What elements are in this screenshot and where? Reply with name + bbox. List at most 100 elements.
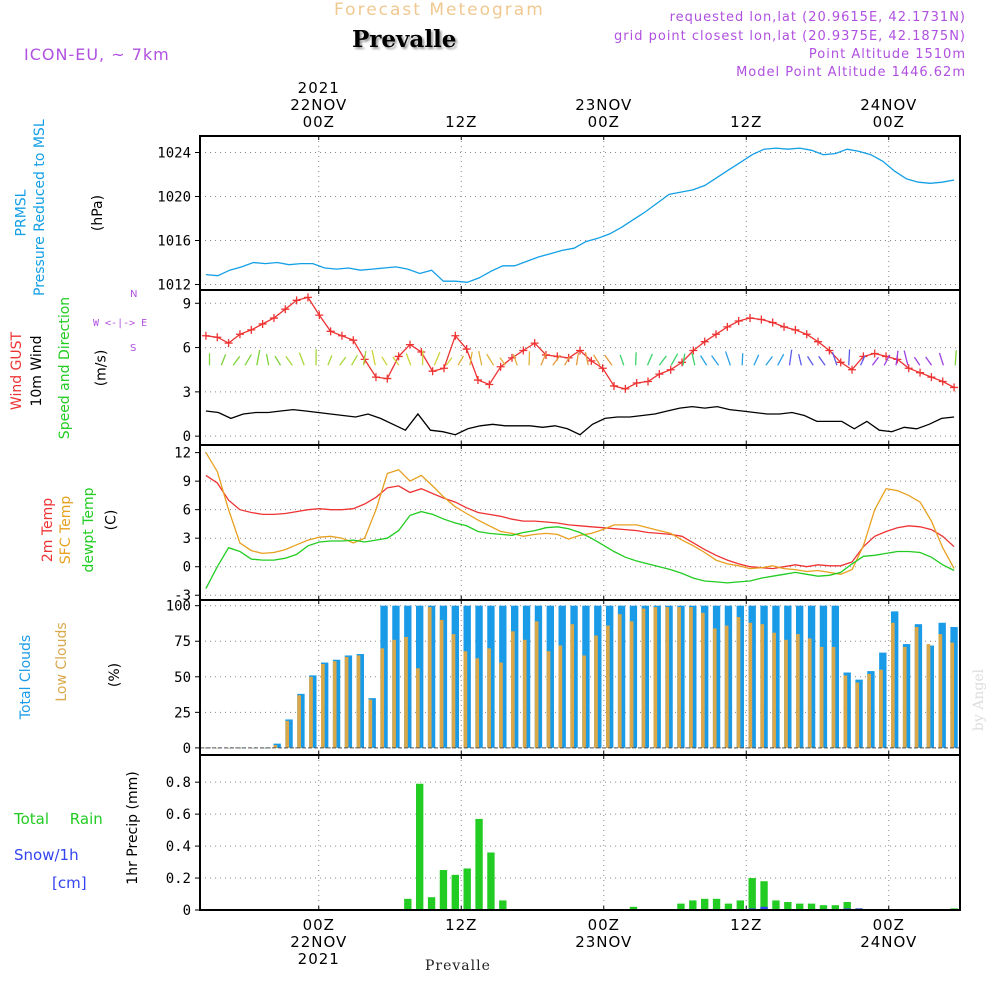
ytick-label: 9 (183, 474, 191, 490)
low-cloud-bar (427, 607, 432, 748)
compass-south: S (130, 343, 137, 354)
gust-marker (405, 340, 414, 349)
gust-marker (780, 322, 789, 331)
ytick-label: 1012 (157, 278, 191, 294)
low-cloud-bar (914, 627, 919, 748)
sfc-temp-line (205, 452, 955, 575)
gust-marker (576, 346, 584, 355)
rain-bar (843, 902, 851, 910)
wind-direction-arrow (371, 350, 376, 366)
wind-direction-arrow (859, 355, 866, 366)
total-rain-label: Total Rain (14, 810, 103, 828)
low-cloud-bar (451, 634, 456, 748)
model-point-altitude: Model Point Altitude 1446.62m (736, 65, 966, 80)
low-cloud-bar (356, 655, 361, 748)
gust-marker (598, 364, 607, 373)
wind-direction-arrow (552, 354, 561, 366)
low-cloud-bar (902, 646, 907, 748)
rain-bar (475, 818, 483, 910)
ytick-label: 12 (174, 446, 191, 462)
gust-marker (530, 339, 539, 348)
low-cloud-bar (772, 632, 776, 748)
low-cloud-bar (867, 673, 871, 748)
bottom-time-label: 2021 (298, 950, 340, 968)
low-cloud-bar (392, 639, 396, 748)
low-cloud-bar (594, 635, 598, 748)
snow-label: Snow/1h (14, 846, 79, 864)
rain-bar (416, 783, 424, 910)
top-time-label: 12Z (730, 113, 762, 131)
gust-marker (428, 367, 437, 376)
ytick-label: 0 (183, 741, 191, 757)
rain-bar (689, 900, 697, 910)
rain-bar (724, 903, 733, 910)
ytick-label: 0.2 (166, 871, 191, 887)
gust-marker (462, 345, 471, 354)
wind-direction-arrow (392, 356, 400, 366)
gust-marker (587, 356, 596, 365)
wind-direction-arrow (954, 350, 957, 366)
ytick-label: 50 (174, 670, 191, 686)
wind-direction-arrow (381, 356, 388, 366)
rain-bar (629, 906, 638, 910)
wind-direction-arrow (405, 353, 412, 366)
rain-bar (451, 874, 459, 910)
gust-marker (303, 293, 312, 302)
ytick-label: 3 (183, 385, 191, 401)
prmsl-line (205, 147, 955, 283)
rain-bar (439, 870, 448, 910)
wind-direction-arrow (711, 355, 720, 366)
rain-bar (736, 900, 744, 910)
gust-marker (802, 330, 811, 339)
wind-direction-arrow (220, 354, 227, 366)
wind-direction-arrow (350, 354, 358, 366)
ytick-label: 6 (183, 341, 191, 357)
wind-direction-arrow (848, 349, 851, 366)
wind-direction-arrow (327, 355, 333, 366)
ytick-label: 100 (166, 599, 191, 615)
low-cloud-bar (297, 695, 301, 748)
gust-marker (927, 373, 936, 382)
gust-marker (621, 384, 630, 393)
low-cloud-bar (938, 634, 943, 748)
snow-unit-label: [cm] (52, 874, 87, 892)
low-cloud-bar (475, 658, 480, 748)
gust-marker (235, 330, 244, 339)
low-cloud-bar (629, 621, 634, 748)
top-time-label: 23NOV (575, 96, 632, 114)
gust-marker (632, 379, 641, 387)
gust-marker (224, 339, 233, 348)
rain-bar (772, 900, 780, 910)
gust-marker (768, 318, 777, 327)
gust-marker (723, 322, 732, 331)
wind-direction-arrow (798, 354, 802, 366)
rain-bar (712, 898, 721, 910)
wind-direction-arrow (658, 355, 667, 366)
10m-wind-line (205, 405, 955, 436)
wind-direction-arrow (433, 351, 441, 366)
low-cloud-bar (807, 638, 812, 748)
gust-marker (712, 330, 721, 339)
wind-direction-arrow (777, 353, 785, 366)
low-cloud-bar (641, 608, 646, 748)
low-cloud-bar (309, 676, 313, 748)
ytick-label: 0 (183, 429, 191, 445)
gust-marker (655, 370, 664, 379)
wind-direction-arrow (232, 356, 241, 366)
gust-marker (757, 315, 766, 324)
rain-bar (819, 905, 828, 910)
low-cloud-bar (748, 622, 753, 748)
ytick-label: 1024 (157, 146, 191, 162)
ytick-label: 0.6 (166, 807, 191, 823)
top-time-label: 22NOV (290, 96, 347, 114)
ytick-label: 0.8 (166, 775, 191, 791)
wind-direction-arrow (244, 354, 252, 366)
low-cloud-bar (665, 607, 670, 748)
low-cloud-bar (534, 621, 539, 748)
ytick-label: 75 (174, 634, 191, 650)
rain-bar (677, 903, 685, 910)
wind-direction-arrow (512, 353, 518, 366)
low-cloud-bar (202, 747, 206, 749)
2m-temp-line (205, 474, 955, 570)
rain-bar (499, 900, 507, 910)
